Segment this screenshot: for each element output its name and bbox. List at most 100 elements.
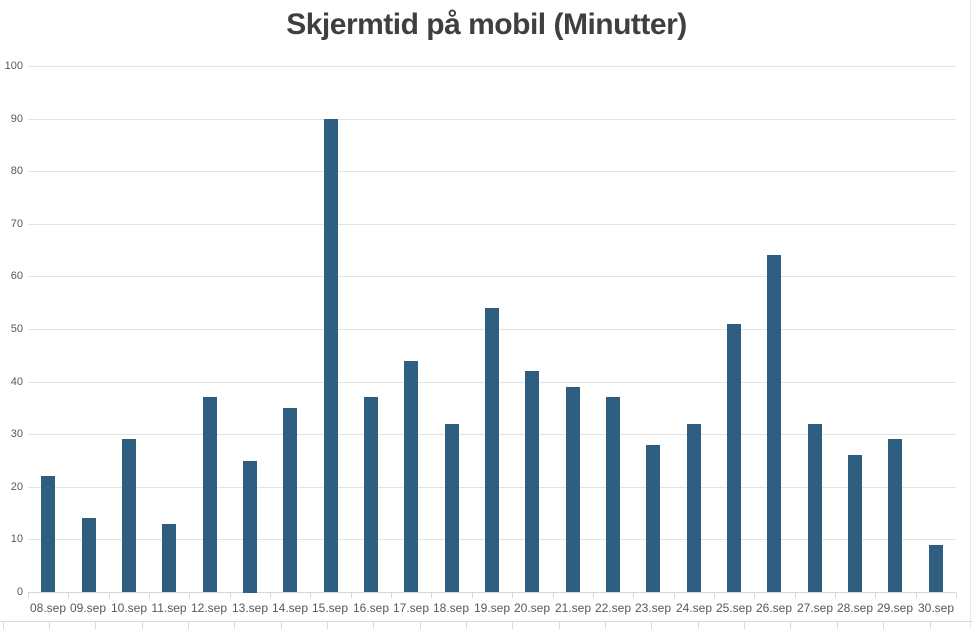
x-axis-tick — [149, 593, 150, 598]
bar-08-sep[interactable] — [41, 476, 55, 592]
y-axis-label: 0 — [16, 586, 23, 598]
x-axis-tick — [472, 593, 473, 598]
x-axis-tick — [109, 593, 110, 598]
bar-26-sep[interactable] — [767, 255, 781, 592]
y-axis-label: 10 — [10, 533, 23, 545]
x-axis-label: 30.sep — [917, 601, 955, 615]
bar-28-sep[interactable] — [848, 455, 862, 592]
x-axis-label: 14.sep — [271, 601, 309, 615]
x-axis-tick — [351, 593, 352, 598]
x-axis-tick — [674, 593, 675, 598]
bar-20-sep[interactable] — [525, 371, 539, 592]
x-axis-label: 23.sep — [634, 601, 672, 615]
worksheet-row-line — [0, 621, 973, 622]
worksheet-column-tick — [605, 622, 606, 629]
x-axis-label: 28.sep — [836, 601, 874, 615]
gridline — [28, 119, 956, 120]
x-axis-label: 17.sep — [392, 601, 430, 615]
x-axis-label: 25.sep — [715, 601, 753, 615]
x-axis-label: 10.sep — [110, 601, 148, 615]
worksheet-column-tick — [3, 622, 4, 629]
worksheet-column-tick — [420, 622, 421, 629]
bar-13-sep[interactable] — [243, 461, 257, 593]
x-axis-label: 20.sep — [513, 601, 551, 615]
worksheet-column-tick — [142, 622, 143, 629]
chart-title: Skjermtid på mobil (Minutter) — [286, 8, 687, 41]
worksheet-column-tick — [327, 622, 328, 629]
worksheet-column-tick — [837, 622, 838, 629]
worksheet-column-tick — [883, 622, 884, 629]
x-axis-label: 22.sep — [594, 601, 632, 615]
x-axis-label: 18.sep — [432, 601, 470, 615]
worksheet-column-tick — [373, 622, 374, 629]
bar-19-sep[interactable] — [485, 308, 499, 592]
gridline — [28, 224, 956, 225]
x-axis-label: 09.sep — [69, 601, 107, 615]
worksheet-column-tick — [559, 622, 560, 629]
x-axis-label: 12.sep — [190, 601, 228, 615]
x-axis-tick — [431, 593, 432, 598]
y-axis-label: 70 — [10, 218, 23, 230]
bar-29-sep[interactable] — [888, 439, 902, 592]
x-axis-tick — [230, 593, 231, 598]
bar-22-sep[interactable] — [606, 397, 620, 592]
y-axis-label: 80 — [10, 165, 23, 177]
worksheet-column-edge — [970, 0, 971, 629]
worksheet-column-tick — [744, 622, 745, 629]
x-axis-tick — [835, 593, 836, 598]
x-axis-label: 24.sep — [675, 601, 713, 615]
bar-16-sep[interactable] — [364, 397, 378, 592]
worksheet-column-tick — [49, 622, 50, 629]
x-axis-label: 26.sep — [755, 601, 793, 615]
worksheet-column-tick — [698, 622, 699, 629]
y-axis-label: 60 — [10, 270, 23, 282]
x-axis-tick — [68, 593, 69, 598]
x-axis-tick — [189, 593, 190, 598]
x-axis-tick — [270, 593, 271, 598]
x-axis-label: 13.sep — [231, 601, 269, 615]
y-axis-label: 40 — [10, 376, 23, 388]
x-axis-tick — [795, 593, 796, 598]
x-axis-label: 08.sep — [29, 601, 67, 615]
x-axis-label: 29.sep — [876, 601, 914, 615]
bar-17-sep[interactable] — [404, 361, 418, 592]
worksheet-column-tick — [188, 622, 189, 629]
bar-21-sep[interactable] — [566, 387, 580, 592]
worksheet-column-tick — [466, 622, 467, 629]
x-axis-tick — [310, 593, 311, 598]
bar-10-sep[interactable] — [122, 439, 136, 592]
x-axis-label: 16.sep — [352, 601, 390, 615]
worksheet-column-tick — [651, 622, 652, 629]
x-axis-label: 19.sep — [473, 601, 511, 615]
bar-30-sep[interactable] — [929, 545, 943, 592]
bar-18-sep[interactable] — [445, 424, 459, 592]
bar-11-sep[interactable] — [162, 524, 176, 592]
x-axis-tick — [593, 593, 594, 598]
worksheet-column-tick — [95, 622, 96, 629]
x-axis-tick — [875, 593, 876, 598]
y-axis-label: 30 — [10, 428, 23, 440]
bar-15-sep[interactable] — [324, 119, 338, 592]
x-axis-line — [28, 592, 956, 593]
bar-14-sep[interactable] — [283, 408, 297, 592]
y-axis-label: 100 — [4, 60, 23, 72]
x-axis-label: 11.sep — [151, 601, 187, 615]
bar-09-sep[interactable] — [82, 518, 96, 592]
x-axis-label: 27.sep — [796, 601, 834, 615]
x-axis-tick — [512, 593, 513, 598]
bar-27-sep[interactable] — [808, 424, 822, 592]
bar-24-sep[interactable] — [687, 424, 701, 592]
gridline — [28, 276, 956, 277]
bar-12-sep[interactable] — [203, 397, 217, 592]
x-axis-tick — [754, 593, 755, 598]
x-axis-tick — [714, 593, 715, 598]
x-axis-tick — [956, 593, 957, 598]
worksheet-column-tick — [790, 622, 791, 629]
x-axis-tick — [633, 593, 634, 598]
bar-25-sep[interactable] — [727, 324, 741, 592]
y-axis-label: 90 — [10, 113, 23, 125]
x-axis-label: 15.sep — [311, 601, 349, 615]
bar-23-sep[interactable] — [646, 445, 660, 592]
worksheet-column-tick — [234, 622, 235, 629]
